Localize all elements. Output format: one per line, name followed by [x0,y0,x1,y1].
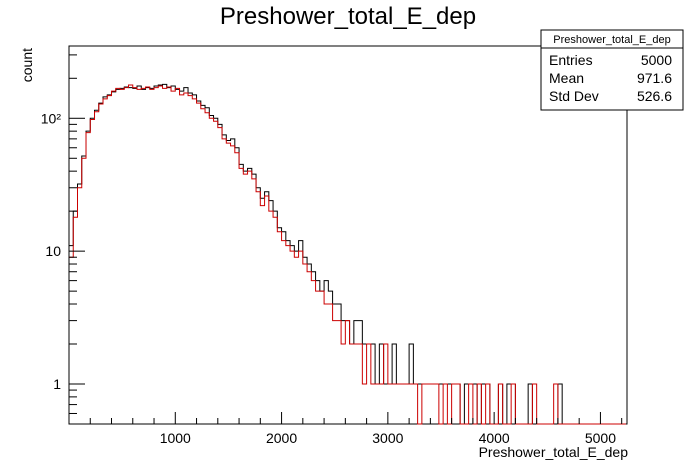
stats-value-std-dev: 526.6 [637,88,672,104]
y-tick-label: 10² [41,110,62,126]
x-axis-label: Preshower_total_E_dep [479,444,629,460]
stats-box-frame [540,29,684,111]
axis-layer: 1000 2000 3000 4000 5000 1 10 10² [41,54,623,446]
stats-box-title: Preshower_total_E_dep [553,34,670,46]
x-tick-label: 3000 [372,430,403,446]
chart-title: Preshower_total_E_dep [220,3,476,30]
x-tick-label: 4000 [479,430,510,446]
x-tick-label: 5000 [585,430,616,446]
plot-area-border [68,45,628,425]
plot-frame [68,45,628,425]
stats-value-mean: 971.6 [637,70,672,86]
y-tick-label: 1 [53,376,61,392]
x-tick-label: 1000 [160,430,191,446]
stats-label-entries: Entries [549,52,593,68]
y-tick-label: 10 [45,243,61,259]
histogram-series-1 [69,84,626,425]
x-tick-label: 2000 [266,430,297,446]
stats-box: Preshower_total_E_dep Entries 5000 Mean … [540,29,684,111]
series-layer [69,83,626,425]
stats-value-entries: 5000 [641,52,672,68]
y-axis-label: count [19,48,35,82]
stats-label-mean: Mean [549,70,584,86]
stats-label-std-dev: Std Dev [549,88,599,104]
